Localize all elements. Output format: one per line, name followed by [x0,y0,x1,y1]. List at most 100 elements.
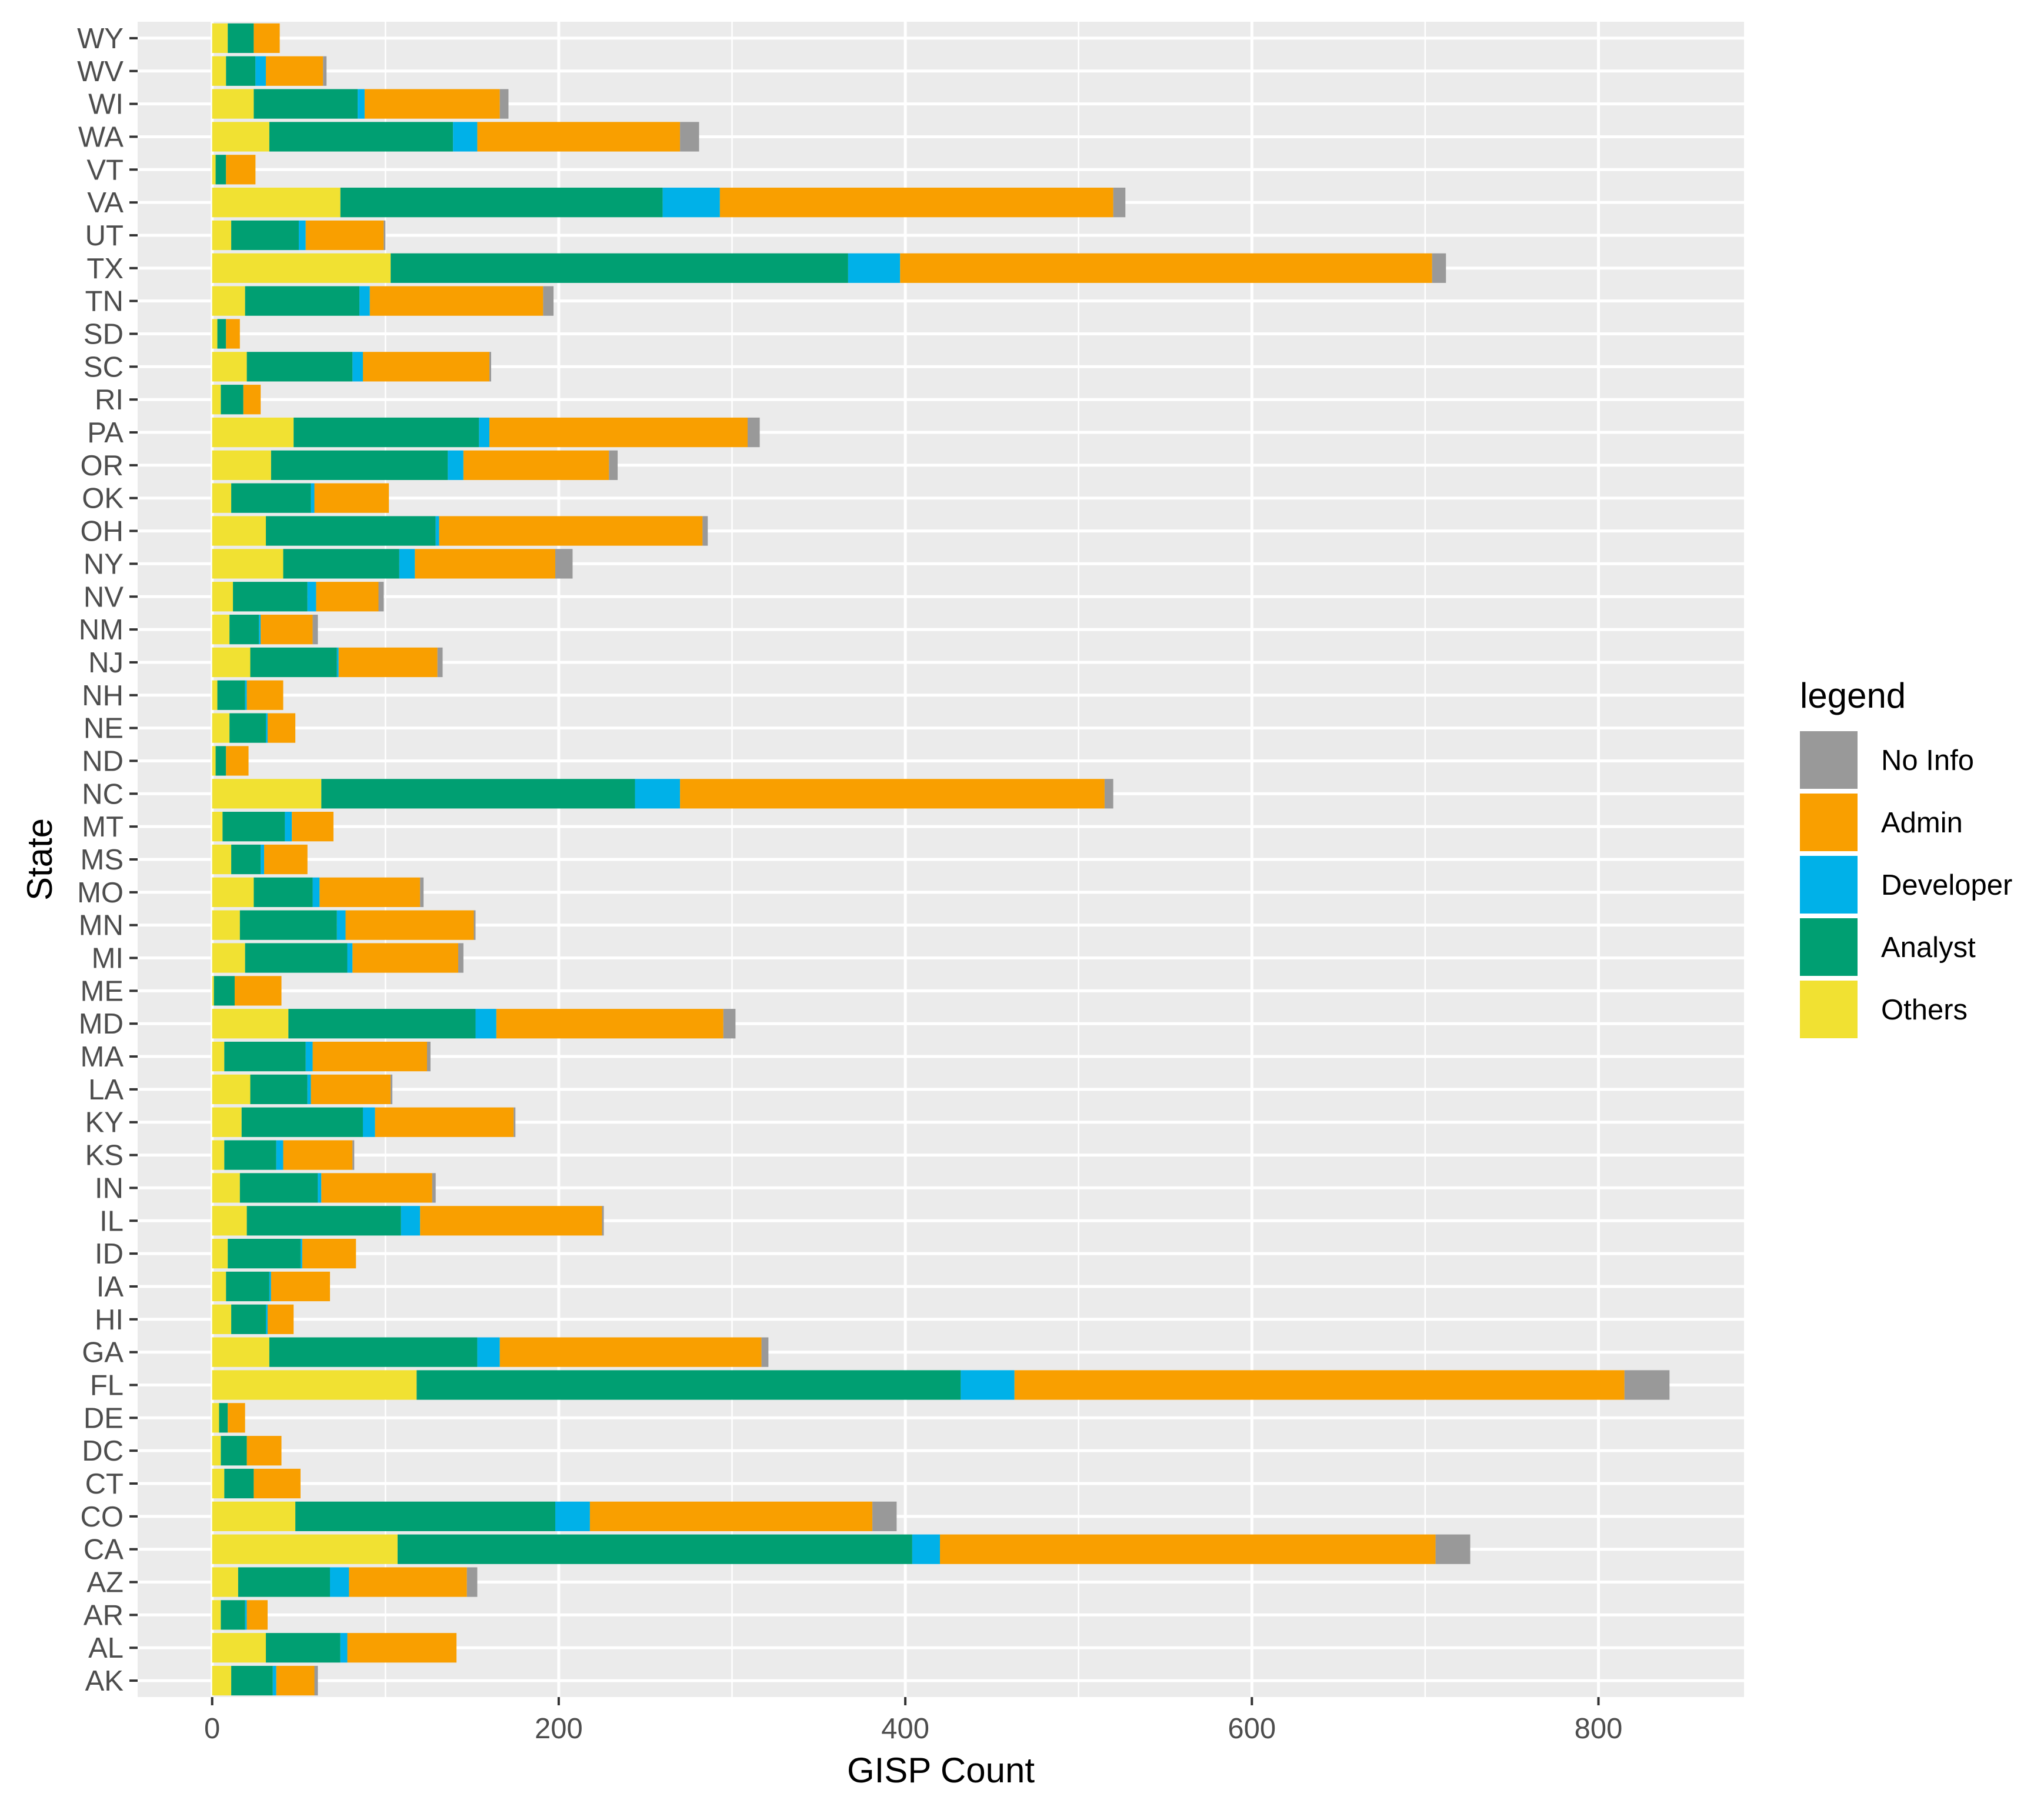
x-tick-label: 800 [1575,1713,1623,1745]
bar-ak-others [212,1665,232,1696]
bar-sc-admin [362,352,490,382]
bar-in-developer [318,1173,322,1203]
bar-id-analyst [228,1238,301,1269]
bar-pa-no_info [748,417,760,448]
y-axis-title: State [20,818,59,901]
y-tick-label: PA [87,417,124,449]
y-tick-label: DE [84,1402,124,1434]
bar-wv-no_info [323,56,327,86]
y-tick-label: UT [85,220,124,252]
y-tick-label: NY [84,548,124,580]
bar-ne-analyst [229,713,266,743]
legend-key-admin [1800,794,1858,851]
bar-mi-others [212,943,245,973]
bar-ut-others [212,220,232,251]
bar-il-others [212,1206,247,1236]
legend-key-analyst [1800,918,1858,976]
bar-in-no_info [432,1173,436,1203]
bar-nc-others [212,779,322,809]
bar-ar-analyst [221,1600,245,1630]
bar-ca-others [212,1534,398,1564]
y-tick-label: MA [81,1041,124,1073]
bar-nj-analyst [250,647,337,678]
legend-label-admin: Admin [1881,807,1963,839]
bar-tn-no_info [543,286,554,316]
bar-nj-no_info [437,647,443,678]
bar-de-others [212,1403,219,1433]
bar-ca-analyst [397,1534,912,1564]
bar-mt-developer [285,812,292,842]
x-tick-label: 200 [535,1713,583,1745]
bar-nd-analyst [215,746,226,776]
bar-co-no_info [872,1501,897,1531]
y-tick-label: AK [85,1665,124,1697]
y-tick-label: CA [84,1534,124,1566]
bar-wa-no_info [680,122,699,152]
bar-il-analyst [246,1206,401,1236]
bar-ak-developer [272,1665,276,1696]
bar-az-analyst [238,1567,331,1597]
bar-ne-admin [267,713,296,743]
bar-ct-others [212,1468,225,1499]
bar-la-admin [311,1074,391,1105]
bar-la-others [212,1074,251,1105]
bar-ms-admin [264,844,308,875]
bar-wv-developer [255,56,266,86]
bar-wa-developer [453,122,478,152]
bar-me-others [212,976,214,1006]
bar-nj-others [212,647,251,678]
y-tick-label: RI [95,384,124,416]
y-tick-label: MI [92,943,124,975]
y-tick-label: LA [88,1074,124,1106]
bar-va-no_info [1113,188,1126,218]
bar-de-admin [228,1403,245,1433]
bar-ar-others [212,1600,221,1630]
y-tick-label: WY [77,23,124,55]
bar-nm-analyst [229,614,259,645]
bar-nv-analyst [233,582,308,612]
y-tick-label: WI [88,89,124,121]
bar-ky-no_info [513,1107,516,1137]
bar-id-others [212,1238,228,1269]
bar-ma-no_info [426,1041,431,1072]
bar-tn-admin [369,286,543,316]
bar-nd-admin [226,746,249,776]
bar-oh-analyst [266,516,436,546]
y-tick-label: WA [78,121,124,153]
bar-nm-no_info [312,614,318,645]
bar-ms-analyst [231,844,261,875]
bar-sc-others [212,352,247,382]
bar-dc-others [212,1436,221,1466]
bar-ga-admin [499,1337,762,1367]
bar-pa-admin [489,417,748,448]
bar-ny-developer [399,549,415,579]
bar-nv-developer [307,582,316,612]
bar-ks-no_info [352,1140,355,1170]
bar-mo-others [212,877,254,907]
bar-wy-others [212,23,228,54]
legend-label-others: Others [1881,994,1968,1026]
bar-mo-developer [312,877,320,907]
bar-tx-no_info [1432,253,1446,283]
y-tick-label: AR [84,1599,124,1631]
bar-ny-no_info [555,549,573,579]
bar-nh-admin [246,680,284,710]
bar-mo-admin [319,877,421,907]
bar-fl-admin [1014,1370,1625,1400]
bar-ca-developer [912,1534,941,1564]
legend-label-analyst: Analyst [1881,932,1976,964]
bar-nh-developer [245,680,247,710]
bar-ak-no_info [314,1665,318,1696]
bar-md-no_info [723,1009,736,1039]
bar-sd-analyst [217,319,226,349]
bar-ok-developer [311,483,315,513]
bar-ct-admin [254,1468,301,1499]
legend-label-no_info: No Info [1881,745,1974,776]
bar-ia-analyst [226,1271,269,1302]
bar-ky-admin [375,1107,514,1137]
bar-az-admin [349,1567,467,1597]
bar-ms-developer [261,844,265,875]
y-tick-label: ND [82,745,124,777]
bar-ma-analyst [224,1041,306,1072]
